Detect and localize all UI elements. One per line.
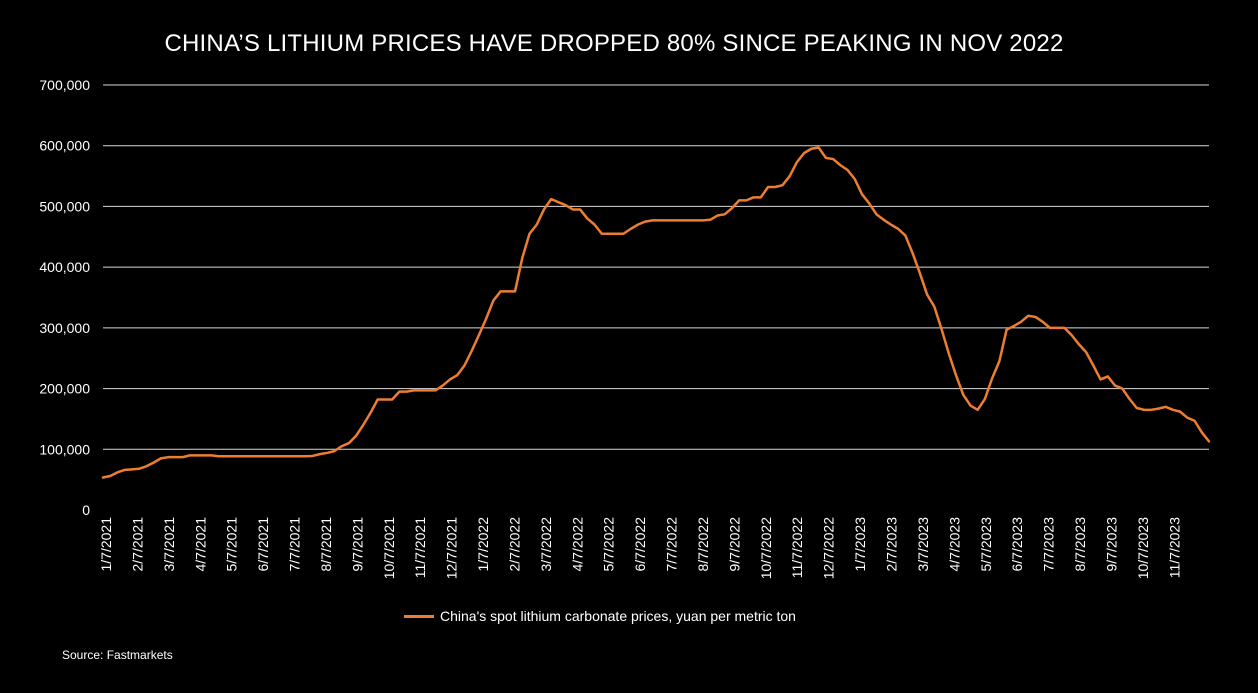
legend-label: China's spot lithium carbonate prices, y… bbox=[440, 608, 796, 624]
chart-title: CHINA’S LITHIUM PRICES HAVE DROPPED 80% … bbox=[164, 30, 1064, 57]
x-tick-label: 6/7/2023 bbox=[1009, 517, 1025, 572]
x-tick-label: 7/7/2022 bbox=[664, 517, 680, 572]
y-axis-ticks: 0 100,000 200,000 300,000 400,000 500,000 600,… bbox=[39, 77, 90, 518]
x-tick-label: 11/7/2021 bbox=[412, 517, 428, 578]
y-tick-label: 200,000 bbox=[39, 381, 90, 397]
y-tick-label: 100,000 bbox=[39, 441, 90, 457]
x-tick-label: 2/7/2023 bbox=[884, 517, 900, 572]
y-tick-label: 700,000 bbox=[39, 77, 90, 93]
x-tick-label: 8/7/2022 bbox=[695, 517, 711, 572]
y-tick-label: 0 bbox=[82, 502, 90, 518]
x-tick-label: 1/7/2021 bbox=[98, 517, 114, 572]
x-tick-label: 7/7/2023 bbox=[1041, 517, 1057, 572]
x-tick-label: 10/7/2023 bbox=[1135, 517, 1151, 579]
x-tick-label: 5/7/2022 bbox=[601, 517, 617, 572]
x-tick-label: 6/7/2022 bbox=[632, 517, 648, 572]
x-tick-label: 3/7/2021 bbox=[161, 517, 177, 572]
x-tick-label: 9/7/2022 bbox=[726, 517, 742, 572]
y-tick-label: 400,000 bbox=[39, 259, 90, 275]
x-tick-label: 1/7/2022 bbox=[475, 517, 491, 572]
series-line-lithium-carbonate bbox=[101, 146, 1211, 479]
x-tick-label: 12/7/2021 bbox=[444, 517, 460, 579]
legend: China's spot lithium carbonate prices, y… bbox=[404, 608, 796, 624]
x-tick-label: 9/7/2021 bbox=[349, 517, 365, 572]
gridlines bbox=[103, 84, 1209, 450]
legend-swatch bbox=[404, 614, 434, 618]
x-tick-label: 2/7/2022 bbox=[506, 517, 522, 572]
x-tick-label: 4/7/2022 bbox=[569, 517, 585, 572]
x-tick-label: 12/7/2022 bbox=[821, 517, 837, 579]
x-tick-label: 11/7/2023 bbox=[1166, 517, 1182, 578]
x-tick-label: 8/7/2021 bbox=[318, 517, 334, 572]
x-tick-label: 4/7/2023 bbox=[946, 517, 962, 572]
x-tick-label: 11/7/2022 bbox=[789, 517, 805, 578]
x-tick-label: 5/7/2023 bbox=[978, 517, 994, 572]
y-tick-label: 300,000 bbox=[39, 320, 90, 336]
y-tick-label: 500,000 bbox=[39, 198, 90, 214]
y-tick-label: 600,000 bbox=[39, 138, 90, 154]
series-layer bbox=[101, 146, 1211, 479]
x-tick-label: 1/7/2023 bbox=[852, 517, 868, 572]
x-tick-label: 9/7/2023 bbox=[1103, 517, 1119, 572]
x-tick-label: 3/7/2023 bbox=[915, 517, 931, 572]
x-axis-ticks: 1/7/2021 2/7/2021 3/7/2021 4/7/2021 5/7/2021… bbox=[98, 517, 1182, 580]
x-tick-label: 7/7/2021 bbox=[287, 517, 303, 572]
x-tick-label: 5/7/2021 bbox=[224, 517, 240, 572]
x-tick-label: 6/7/2021 bbox=[255, 517, 271, 572]
x-tick-label: 4/7/2021 bbox=[192, 517, 208, 572]
x-tick-label: 3/7/2022 bbox=[538, 517, 554, 572]
x-tick-label: 8/7/2023 bbox=[1072, 517, 1088, 572]
x-tick-label: 2/7/2021 bbox=[129, 517, 145, 572]
x-tick-label: 10/7/2021 bbox=[381, 517, 397, 579]
x-tick-label: 10/7/2022 bbox=[758, 517, 774, 579]
source-note: Source: Fastmarkets bbox=[62, 648, 173, 662]
